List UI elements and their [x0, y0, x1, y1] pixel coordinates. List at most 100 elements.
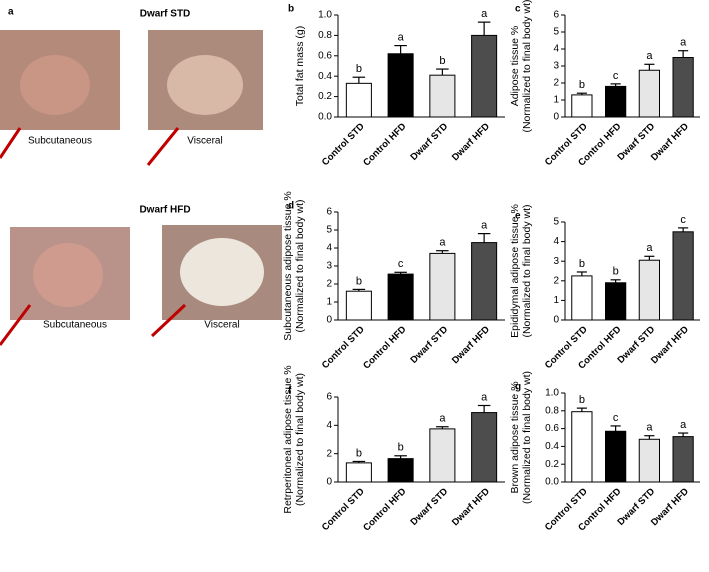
photo-panel: a Dwarf STD Subcutaneous Visceral Dwarf …: [0, 7, 282, 346]
y-tick-label: 0.4: [545, 441, 559, 452]
significance-letter: b: [398, 442, 404, 454]
y-tick-label: 0.0: [545, 477, 559, 488]
significance-letter: b: [579, 258, 585, 270]
x-tick-label: Dwarf STD: [409, 324, 451, 366]
y-tick-label: 6: [326, 207, 332, 218]
y-axis-label: Retrperitoneal adipose tissue %: [282, 365, 294, 513]
y-tick-label: 2: [326, 448, 332, 459]
significance-letter: a: [439, 237, 446, 249]
significance-letter: b: [356, 275, 362, 287]
y-tick-label: 0.2: [545, 459, 559, 470]
bar: [387, 53, 414, 118]
y-tick-label: 0.8: [318, 30, 332, 41]
significance-letter: c: [613, 70, 619, 82]
y-tick-label: 0.8: [545, 405, 559, 416]
significance-letter: b: [613, 266, 619, 278]
arrow: [150, 303, 187, 338]
y-tick-label: 5: [553, 217, 559, 228]
y-tick-label: 3: [553, 256, 559, 267]
x-tick-label: Dwarf HFD: [450, 486, 492, 528]
bar: [672, 436, 694, 483]
bar: [429, 252, 456, 321]
photo-label: Visceral: [187, 136, 222, 147]
y-tick-label: 0.0: [318, 112, 332, 123]
y-axis-label: Adipose tissue %: [509, 26, 521, 107]
bar: [638, 438, 660, 483]
bar: [345, 462, 372, 483]
y-axis-label: (Normalized to final body wt): [294, 199, 306, 332]
y-tick-label: 0.6: [318, 50, 332, 61]
y-axis-label: (Normalized to final body wt): [521, 0, 533, 133]
bar: [605, 85, 627, 118]
y-tick-label: 4: [553, 44, 559, 55]
y-tick-label: 5: [326, 225, 332, 236]
x-tick-label: Control STD: [320, 121, 367, 168]
arrow: [0, 304, 32, 346]
group-title: Dwarf STD: [140, 9, 191, 20]
y-tick-label: 0: [326, 477, 332, 488]
y-tick-label: 1.0: [318, 10, 332, 21]
bar: [605, 430, 627, 483]
photo-detail: [33, 243, 103, 307]
y-axis-label: Brown adipose tissue %: [509, 381, 521, 493]
bar: [638, 259, 660, 321]
y-tick-label: 4: [326, 243, 332, 254]
significance-letter: a: [680, 419, 687, 431]
x-tick-label: Dwarf HFD: [450, 324, 492, 366]
bar: [672, 57, 694, 118]
y-tick-label: 4: [553, 236, 559, 247]
bar: [429, 74, 456, 118]
y-tick-label: 3: [326, 261, 332, 272]
bar: [387, 458, 414, 483]
y-tick-label: 0.6: [545, 423, 559, 434]
significance-letter: b: [356, 63, 362, 75]
y-tick-label: 0: [326, 315, 332, 326]
bar: [471, 412, 498, 483]
photo-detail: [167, 55, 243, 115]
y-axis-label: (Normalized to final body wt): [521, 371, 533, 504]
y-tick-label: 2: [553, 78, 559, 89]
panel-letter: a: [8, 7, 14, 18]
significance-letter: c: [613, 412, 619, 424]
bar: [387, 273, 414, 321]
bar: [471, 34, 498, 118]
significance-letter: a: [646, 50, 653, 62]
significance-letter: a: [646, 422, 653, 434]
y-tick-label: 2: [326, 279, 332, 290]
bar: [571, 275, 593, 321]
significance-letter: b: [356, 447, 362, 459]
y-tick-label: 0: [553, 112, 559, 123]
x-tick-label: Control STD: [320, 486, 367, 533]
panel-letter: e: [515, 211, 521, 222]
significance-letter: a: [680, 37, 687, 49]
photo-label: Visceral: [204, 320, 239, 331]
y-axis-label: (Normalized to final body wt): [521, 204, 533, 337]
bar: [605, 282, 627, 321]
significance-letter: a: [481, 8, 488, 20]
significance-letter: c: [398, 258, 404, 270]
y-tick-label: 0: [553, 315, 559, 326]
y-axis-label: (Normalized to final body wt): [294, 373, 306, 506]
y-tick-label: 6: [553, 10, 559, 21]
y-tick-label: 1: [553, 95, 559, 106]
arrow: [0, 127, 22, 159]
bar: [345, 290, 372, 321]
significance-letter: a: [398, 32, 405, 44]
x-tick-label: Control HFD: [361, 121, 408, 168]
photo-detail: [20, 55, 90, 115]
significance-letter: b: [579, 394, 585, 406]
significance-letter: a: [439, 413, 446, 425]
y-axis-label: Epididymal adipose tissue %: [509, 204, 521, 338]
significance-letter: a: [646, 242, 653, 254]
bar: [345, 82, 372, 118]
panel-letter: c: [515, 4, 521, 15]
x-tick-label: Dwarf STD: [409, 121, 451, 163]
x-tick-label: Control HFD: [361, 486, 408, 533]
bar: [429, 428, 456, 483]
x-tick-label: Control STD: [320, 324, 367, 371]
